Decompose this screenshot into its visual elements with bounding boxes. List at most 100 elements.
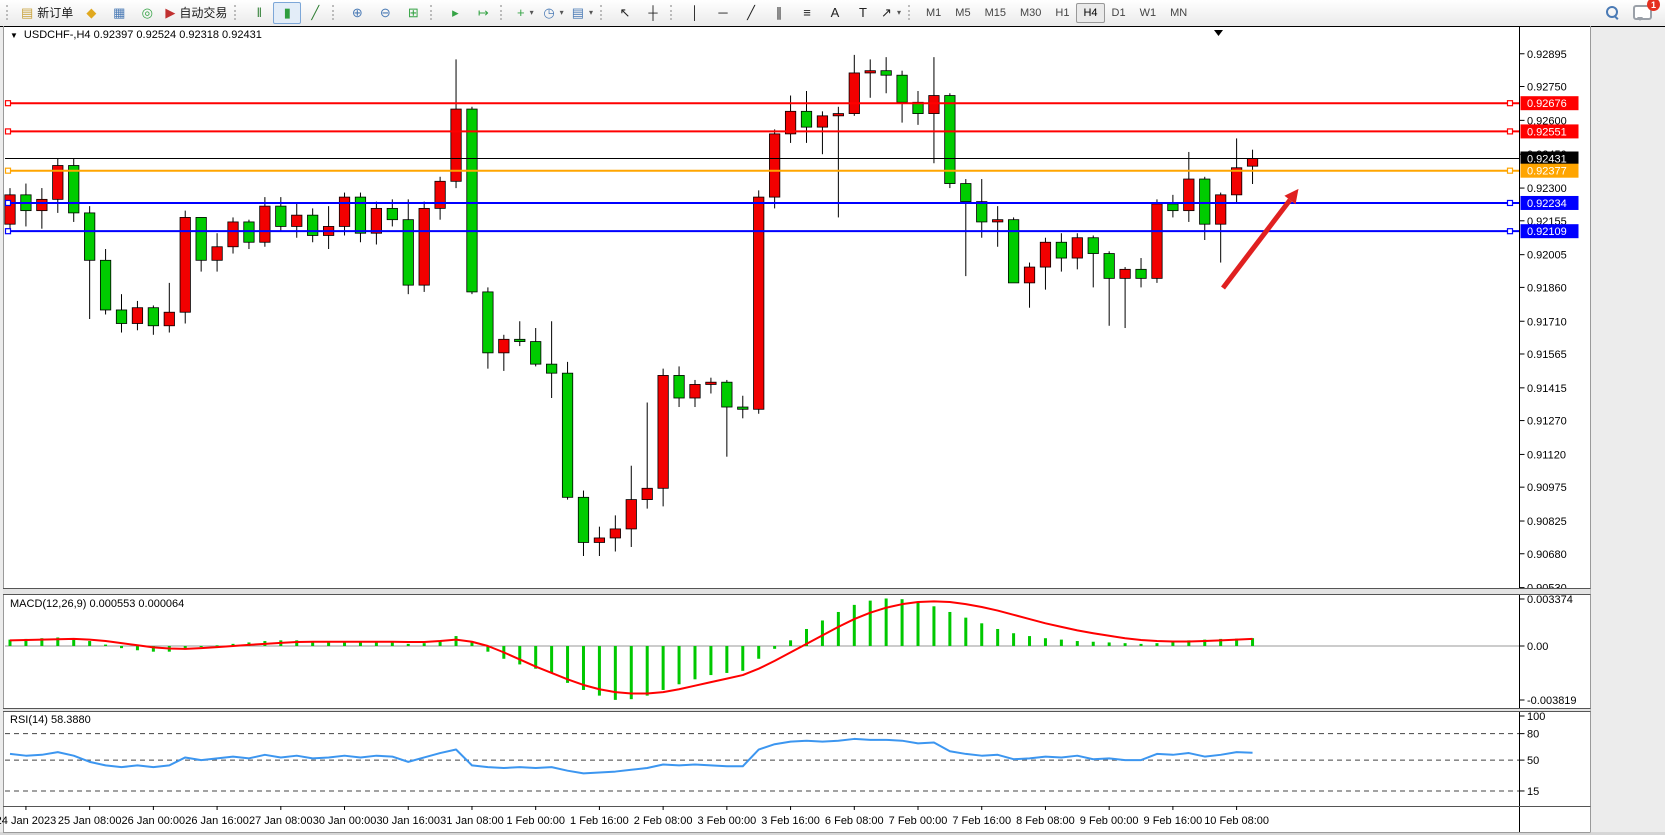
- bull-candle-body: [689, 384, 701, 399]
- chevron-down-icon[interactable]: ▾: [896, 8, 901, 17]
- timeframe-m1-button[interactable]: M1: [926, 6, 942, 19]
- timeframe-h4-button[interactable]: H4: [1076, 2, 1105, 23]
- price-tick-label: 0.92005: [1527, 250, 1567, 262]
- panel-separator[interactable]: [3, 708, 1591, 712]
- bull-candle-body: [769, 133, 781, 198]
- line-handle[interactable]: [4, 100, 12, 107]
- macd-histogram-bar: [454, 636, 458, 646]
- trend-arrow-annotation[interactable]: [1221, 188, 1299, 290]
- price-tick-label: 0.91120: [1527, 449, 1566, 461]
- chevron-down-icon[interactable]: ▾: [529, 8, 534, 17]
- templates-button[interactable]: ▤ ▾: [568, 2, 597, 24]
- timeframe-d1-button[interactable]: D1: [1111, 6, 1126, 19]
- collapse-arrow-icon[interactable]: ▼: [10, 30, 18, 40]
- macd-histogram-bar: [1028, 636, 1032, 646]
- time-axis[interactable]: 24 Jan 2023 25 Jan 08:00 26 Jan 00:00 26 Ja…: [0, 806, 1269, 827]
- market-watch-button[interactable]: ◆: [77, 2, 105, 24]
- auto-scroll-icon: ▸: [452, 5, 459, 20]
- line-handle[interactable]: [1506, 199, 1514, 207]
- line-chart-button[interactable]: ╱: [301, 2, 329, 24]
- text-tool-button[interactable]: A: [821, 2, 849, 24]
- macd-histogram-bar: [773, 646, 777, 649]
- bull-candle-body: [657, 375, 669, 489]
- line-handle[interactable]: [1506, 100, 1514, 107]
- price-tag-label: 0.92551: [1527, 126, 1567, 138]
- price-axis[interactable]: 0.928950.927500.926000.924500.923000.921…: [1519, 26, 1579, 832]
- bull-candle-body: [864, 70, 876, 74]
- indicators-add-button[interactable]: + ▾: [511, 2, 539, 24]
- search-icon[interactable]: [1606, 6, 1619, 19]
- signals-button[interactable]: ◎: [133, 2, 161, 24]
- auto-scroll-button[interactable]: ▸: [441, 2, 469, 24]
- macd-histogram-bar: [199, 646, 203, 647]
- chart-shift-button[interactable]: ↦: [469, 2, 497, 24]
- timeframe-h1-button[interactable]: H1: [1055, 6, 1070, 19]
- candlestick-chart-button[interactable]: ▮: [273, 1, 302, 24]
- bear-candle-body: [577, 496, 590, 543]
- bear-candle-body: [721, 381, 733, 408]
- line-handle[interactable]: [4, 228, 12, 235]
- line-handle[interactable]: [1506, 228, 1514, 235]
- vertical-line-tool-button[interactable]: │: [681, 2, 709, 24]
- bull-candle-body: [370, 207, 382, 234]
- macd-histogram-bar: [390, 641, 394, 646]
- bull-candle-body: [832, 113, 844, 117]
- horizontal-line-tool-button[interactable]: ─: [709, 2, 737, 24]
- panel-separator[interactable]: [3, 588, 1591, 595]
- bars-chart-button[interactable]: ‖: [245, 2, 273, 24]
- macd-histogram-bar: [629, 646, 633, 700]
- line-handle[interactable]: [4, 199, 12, 207]
- trendline-tool-button[interactable]: ╱: [737, 2, 765, 24]
- line-handle[interactable]: [1506, 128, 1514, 135]
- channel-tool-button[interactable]: ∥: [765, 2, 793, 24]
- rsi-axis-label: 100: [1527, 711, 1545, 723]
- macd-histogram-bar: [757, 646, 761, 659]
- cursor-tool-button[interactable]: ↖: [611, 2, 639, 24]
- timeframe-mn-button[interactable]: MN: [1170, 6, 1188, 19]
- periods-clock-button[interactable]: ◷ ▾: [539, 2, 567, 24]
- macd-histogram-bar: [948, 611, 952, 646]
- autotrading-button[interactable]: ▶ 自动交易: [161, 2, 231, 24]
- time-tick-label: 30 Jan 16:00: [376, 815, 440, 827]
- bull-candle-body: [163, 311, 175, 327]
- zoom-in-button[interactable]: ⊕: [343, 2, 371, 24]
- rsi-axis-label: 50: [1527, 755, 1539, 767]
- macd-histogram-bar: [550, 646, 554, 673]
- macd-histogram-bar: [820, 620, 824, 646]
- chat-button[interactable]: 1: [1633, 0, 1660, 21]
- timeframe-m5-button[interactable]: M5: [955, 6, 971, 19]
- bear-candle-body: [1007, 219, 1020, 284]
- data-window-button[interactable]: ▦: [105, 2, 133, 24]
- tile-windows-button[interactable]: ⊞: [399, 2, 427, 24]
- bear-candle-body: [99, 259, 112, 311]
- price-tick-label: 0.90975: [1527, 482, 1567, 494]
- price-tag: [1520, 124, 1579, 139]
- arrows-tool-icon: ↗: [881, 5, 892, 20]
- new-order-button[interactable]: ▤ 新订单: [17, 2, 77, 24]
- bear-candle-body: [147, 307, 159, 327]
- price-tag: [1520, 96, 1579, 111]
- timeframe-m15-button[interactable]: M15: [984, 6, 1006, 19]
- zoom-out-icon: ⊖: [379, 5, 391, 20]
- bear-candle-body: [115, 309, 128, 324]
- line-handle[interactable]: [1506, 167, 1514, 174]
- time-tick-label: 8 Feb 08:00: [1016, 815, 1075, 827]
- arrows-tool-button[interactable]: ↗ ▾: [877, 2, 905, 24]
- toolbar: ▤ 新订单 ◆ ▦ ◎ ▶ 自动交易 ‖ ▮ ╱ ⊕ ⊖ ⊞ ▸ ↦ + ▾ ◷ ▾ ▤ ▾ ↖ ┼ │ ─ ╱ ∥ ≡ A T ↗ ▾ M1 M…: [0, 0, 1665, 25]
- chevron-down-icon[interactable]: ▾: [559, 8, 564, 17]
- line-handle[interactable]: [4, 167, 12, 174]
- chevron-down-icon[interactable]: ▾: [588, 8, 593, 17]
- line-handle[interactable]: [4, 128, 12, 135]
- bear-candle-body: [800, 110, 813, 128]
- zoom-out-button[interactable]: ⊖: [371, 2, 399, 24]
- timeframe-w1-button[interactable]: W1: [1139, 6, 1157, 19]
- macd-indicator-label: MACD(12,26,9) 0.000553 0.000064: [10, 598, 185, 610]
- macd-histogram-bar: [709, 646, 713, 676]
- timeframe-m30-button[interactable]: M30: [1019, 6, 1042, 19]
- crosshair-tool-button[interactable]: ┼: [639, 2, 667, 24]
- label-tool-button[interactable]: T: [849, 2, 877, 24]
- fibonacci-tool-button[interactable]: ≡: [793, 2, 821, 24]
- macd-histogram-bar: [566, 646, 570, 683]
- chart-area[interactable]: 0.928950.927500.926000.924500.923000.921…: [0, 26, 1665, 835]
